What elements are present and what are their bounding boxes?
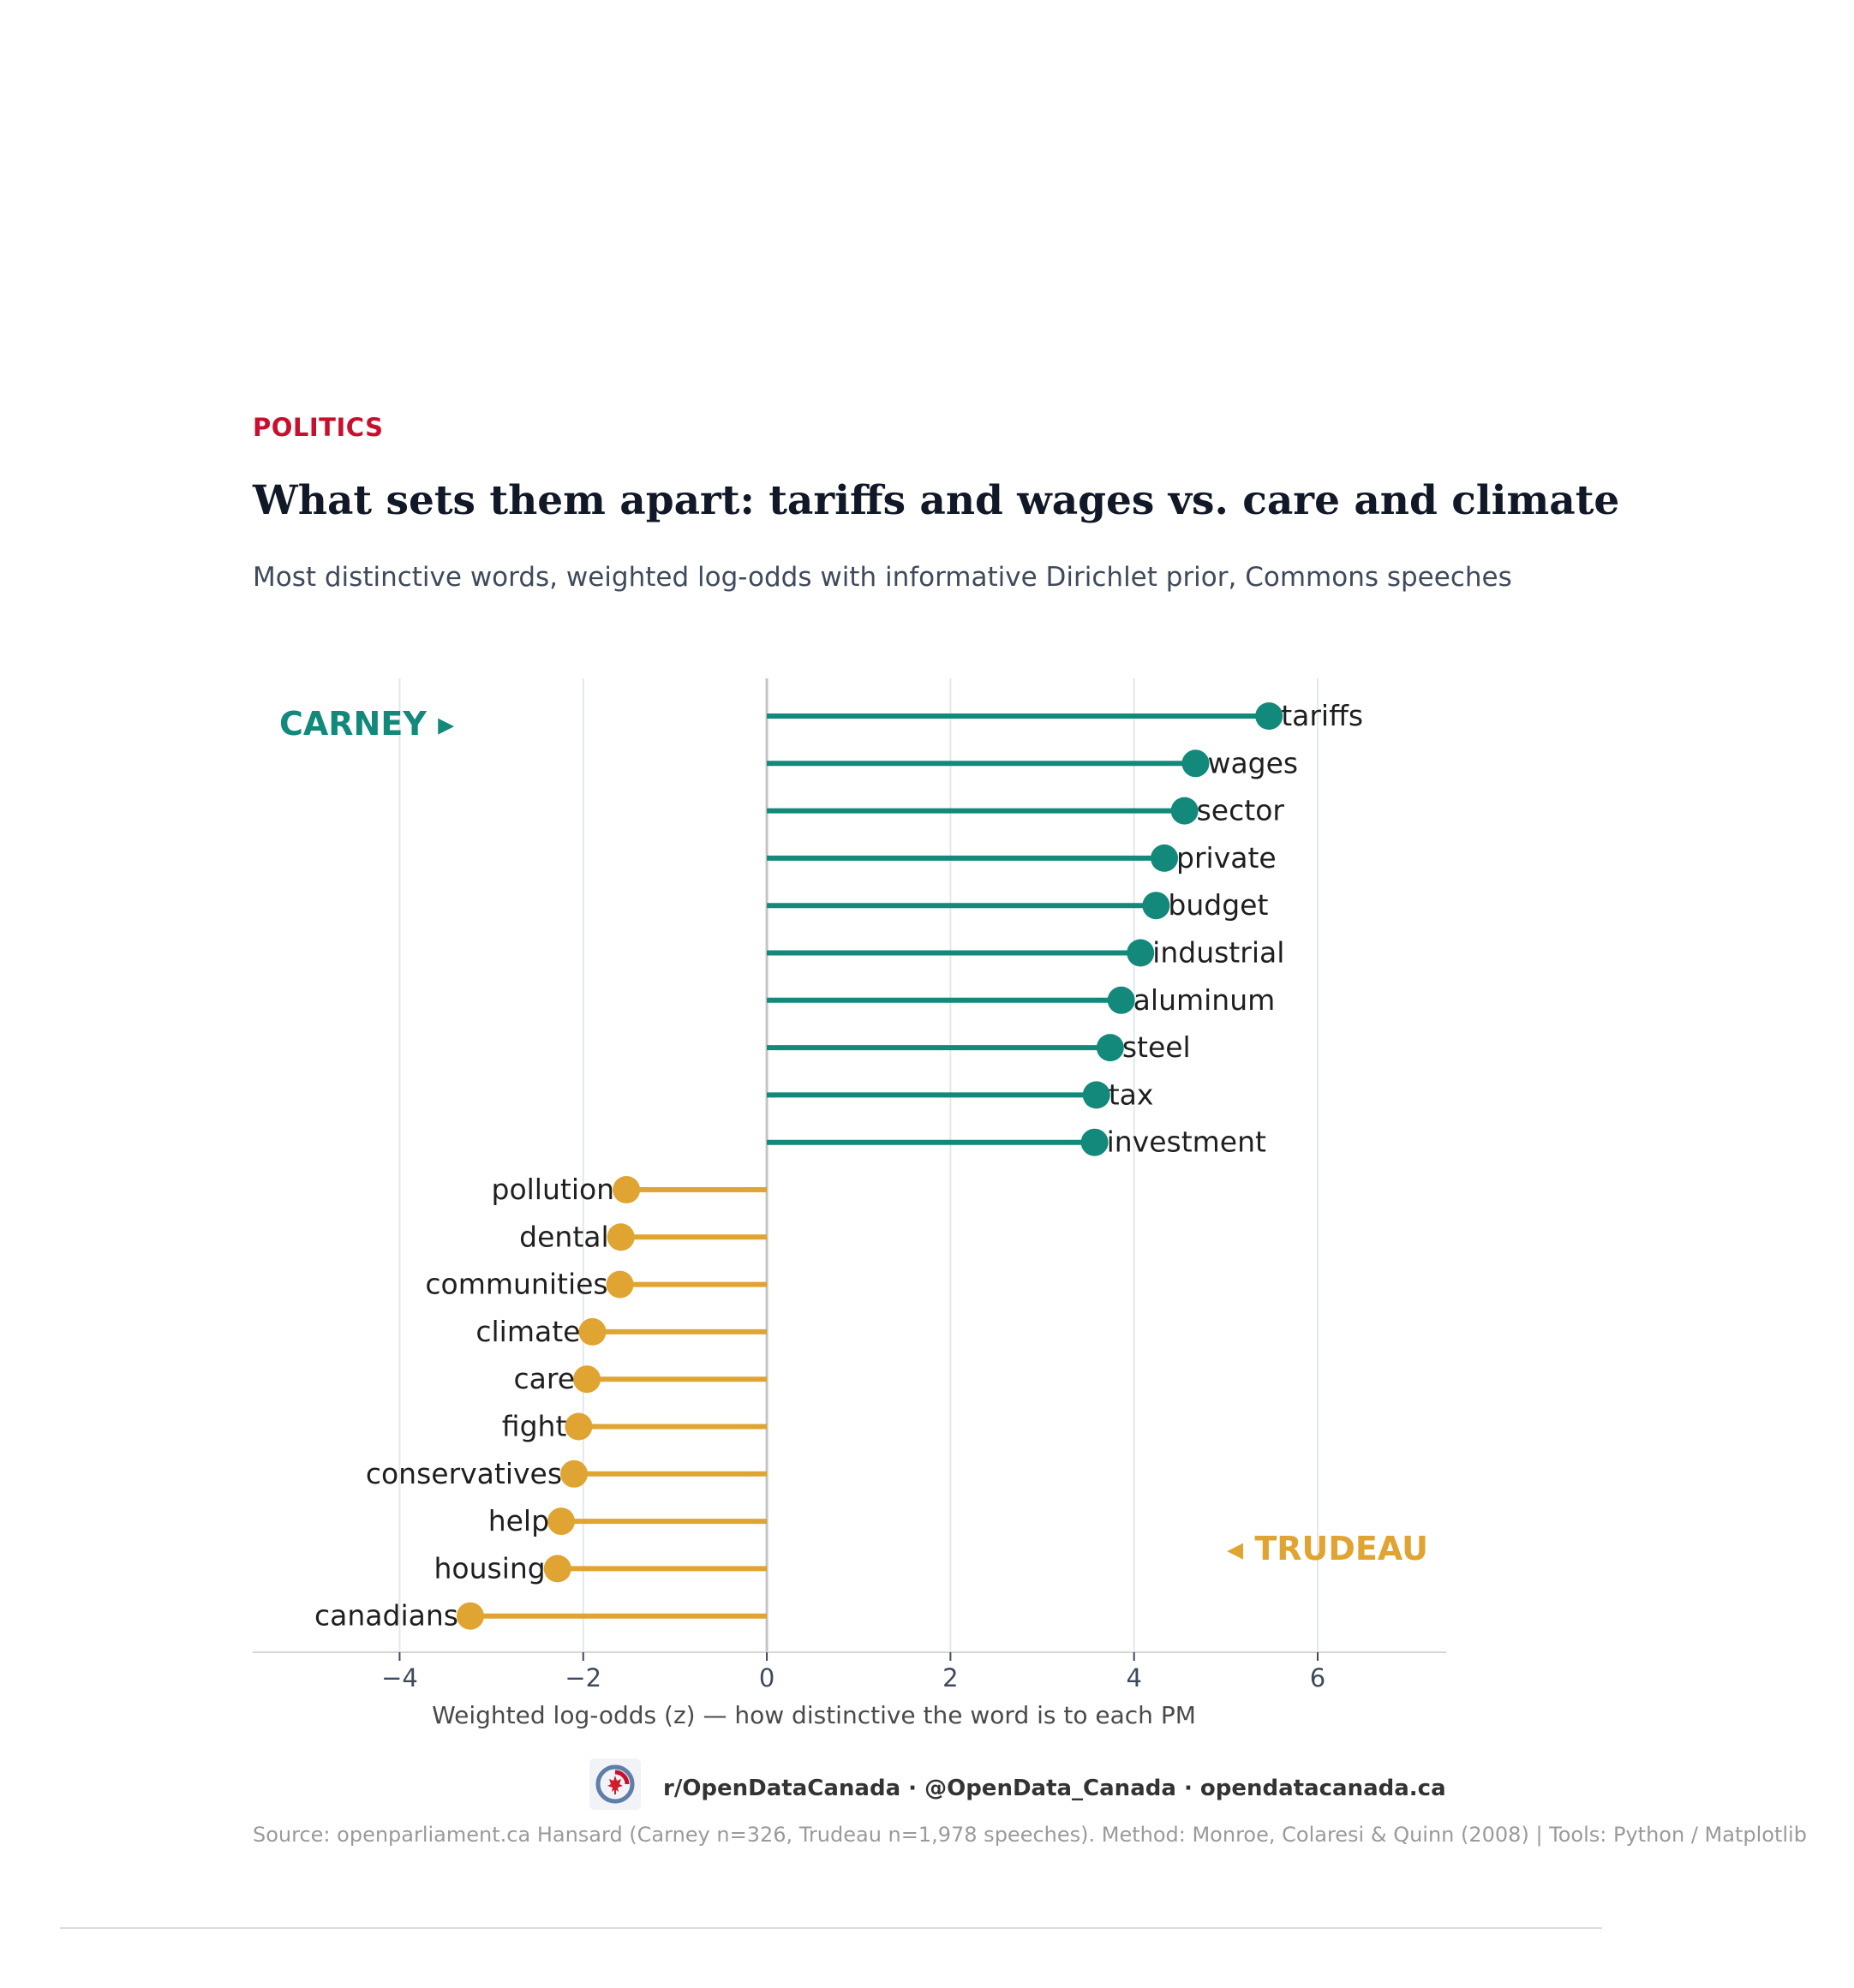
lollipop-dot: [1170, 797, 1199, 825]
series-label-trudeau: ◂ TRUDEAU: [1227, 1530, 1428, 1567]
section-kicker: POLITICS: [253, 413, 384, 442]
footer-links: r/OpenDataCanada · @OpenData_Canada · op…: [663, 1776, 1446, 1801]
lollipop-dot: [578, 1317, 607, 1346]
lollipop-dot: [573, 1365, 601, 1394]
word-label: tax: [1109, 1078, 1154, 1111]
word-label: fight: [502, 1410, 567, 1443]
lollipop-dot: [1151, 844, 1179, 872]
lollipop-dot: [565, 1412, 593, 1441]
lollipop-dot: [560, 1460, 589, 1488]
chart-title: What sets them apart: tariffs and wages …: [253, 477, 1620, 524]
word-label: budget: [1168, 888, 1268, 922]
lollipop-dot: [1142, 892, 1170, 920]
word-label: help: [488, 1504, 549, 1537]
x-tick-label: 2: [942, 1663, 958, 1692]
word-label: housing: [434, 1551, 546, 1585]
word-label: investment: [1107, 1125, 1266, 1159]
word-label: sector: [1197, 794, 1285, 827]
x-tick-label: 0: [759, 1663, 774, 1692]
lollipop-dot: [1255, 702, 1283, 730]
lollipop-dot: [1181, 749, 1210, 778]
lollipop-dot: [547, 1507, 576, 1536]
x-tick-label: −2: [565, 1663, 601, 1692]
word-label: canadians: [314, 1599, 458, 1633]
chart-subtitle: Most distinctive words, weighted log-odd…: [253, 562, 1512, 593]
lollipop-dot: [1127, 939, 1155, 967]
x-axis-label: Weighted log-odds (z) — how distinctive …: [432, 1701, 1196, 1729]
word-label: tariffs: [1281, 699, 1363, 732]
source-note: Source: openparliament.ca Hansard (Carne…: [253, 1823, 1807, 1847]
lollipop-dot: [1080, 1128, 1109, 1156]
lollipop-dot: [1082, 1081, 1110, 1109]
word-label: aluminum: [1133, 983, 1276, 1017]
word-label: conservatives: [366, 1457, 562, 1490]
word-label: industrial: [1152, 936, 1284, 970]
lollipop-dot: [607, 1223, 635, 1251]
maple-leaf-logo-icon: [589, 1758, 641, 1810]
word-label: wages: [1207, 746, 1298, 779]
x-tick-label: 4: [1126, 1663, 1141, 1692]
x-tick-label: 6: [1310, 1663, 1325, 1692]
lollipop-dot: [456, 1602, 484, 1630]
word-label: climate: [475, 1315, 580, 1348]
lollipop-dot: [1107, 986, 1135, 1014]
word-label: dental: [519, 1220, 609, 1253]
lollipop-dot: [1096, 1034, 1124, 1062]
word-label: communities: [425, 1268, 607, 1301]
lollipop-dot: [613, 1176, 641, 1203]
series-label-carney: CARNEY ▸: [279, 705, 454, 743]
lollipop-dot: [543, 1555, 571, 1583]
footer-divider: [60, 1927, 1602, 1929]
word-label: private: [1176, 841, 1277, 875]
word-label: pollution: [492, 1173, 615, 1206]
word-label: care: [514, 1362, 576, 1395]
x-tick-label: −4: [381, 1663, 418, 1692]
word-label: steel: [1122, 1030, 1191, 1064]
lollipop-dot: [606, 1270, 634, 1298]
